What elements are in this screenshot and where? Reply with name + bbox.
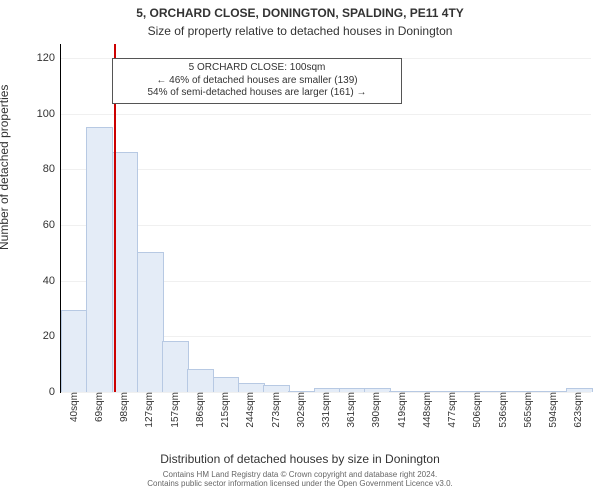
footnote-line: Contains public sector information licen… bbox=[0, 479, 600, 488]
y-tick-label: 100 bbox=[37, 108, 61, 120]
x-tick-label: 623sqm bbox=[569, 392, 584, 428]
x-tick-label: 302sqm bbox=[292, 392, 307, 428]
footnote: Contains HM Land Registry data © Crown c… bbox=[0, 470, 600, 488]
y-axis-label: Number of detached properties bbox=[0, 85, 11, 250]
x-tick-label: 506sqm bbox=[468, 392, 483, 428]
x-tick-label: 127sqm bbox=[140, 392, 155, 428]
histogram-bar bbox=[213, 377, 240, 392]
histogram-bar bbox=[137, 252, 164, 392]
x-tick-label: 477sqm bbox=[443, 392, 458, 428]
x-tick-label: 361sqm bbox=[342, 392, 357, 428]
annotation-line: ← 46% of detached houses are smaller (13… bbox=[119, 75, 395, 88]
x-tick-label: 40sqm bbox=[65, 392, 80, 422]
y-tick-label: 80 bbox=[43, 163, 61, 175]
histogram-bar bbox=[238, 383, 265, 392]
x-tick-label: 536sqm bbox=[494, 392, 509, 428]
histogram-bar bbox=[86, 127, 113, 392]
x-axis-label: Distribution of detached houses by size … bbox=[0, 452, 600, 466]
histogram-bar bbox=[61, 310, 88, 392]
gridline bbox=[61, 225, 591, 226]
x-tick-label: 331sqm bbox=[317, 392, 332, 428]
x-tick-label: 186sqm bbox=[191, 392, 206, 428]
y-tick-label: 60 bbox=[43, 219, 61, 231]
x-tick-label: 565sqm bbox=[519, 392, 534, 428]
chart-container: { "chart": { "type": "histogram", "title… bbox=[0, 0, 600, 500]
annotation-line: 54% of semi-detached houses are larger (… bbox=[119, 87, 395, 100]
x-tick-label: 273sqm bbox=[267, 392, 282, 428]
y-tick-label: 120 bbox=[37, 52, 61, 64]
x-tick-label: 157sqm bbox=[166, 392, 181, 428]
y-tick-label: 40 bbox=[43, 275, 61, 287]
histogram-bar bbox=[187, 369, 214, 392]
x-tick-label: 594sqm bbox=[544, 392, 559, 428]
y-tick-label: 0 bbox=[49, 386, 61, 398]
x-tick-label: 448sqm bbox=[418, 392, 433, 428]
x-tick-label: 390sqm bbox=[367, 392, 382, 428]
x-tick-label: 244sqm bbox=[241, 392, 256, 428]
gridline bbox=[61, 114, 591, 115]
annotation-box: 5 ORCHARD CLOSE: 100sqm← 46% of detached… bbox=[112, 58, 402, 104]
x-tick-label: 215sqm bbox=[216, 392, 231, 428]
chart-title: 5, ORCHARD CLOSE, DONINGTON, SPALDING, P… bbox=[0, 6, 600, 20]
gridline bbox=[61, 169, 591, 170]
y-tick-label: 20 bbox=[43, 330, 61, 342]
x-tick-label: 69sqm bbox=[90, 392, 105, 422]
annotation-line: 5 ORCHARD CLOSE: 100sqm bbox=[119, 62, 395, 75]
footnote-line: Contains HM Land Registry data © Crown c… bbox=[0, 470, 600, 479]
histogram-bar bbox=[162, 341, 189, 392]
chart-subtitle: Size of property relative to detached ho… bbox=[0, 24, 600, 38]
x-tick-label: 419sqm bbox=[393, 392, 408, 428]
x-tick-label: 98sqm bbox=[115, 392, 130, 422]
